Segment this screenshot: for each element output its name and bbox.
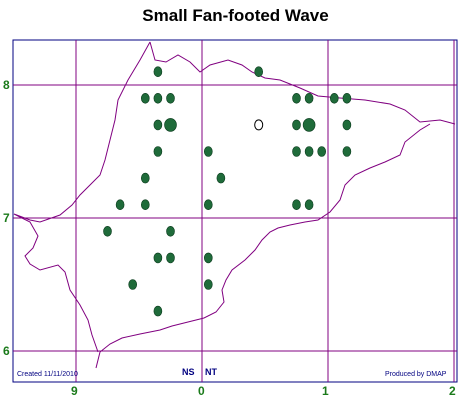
y-axis-label: 7 [3,211,10,225]
record-dot [204,146,213,157]
y-axis-label: 6 [3,344,10,358]
record-dot [153,252,163,264]
record-dot [342,119,352,131]
record-dot [153,93,163,104]
record-dot [153,305,163,317]
record-dot [302,118,316,132]
record-dot [342,93,352,104]
record-dot [329,93,339,104]
record-dot [166,93,175,104]
x-axis-label: 2 [449,384,456,398]
record-dot [153,66,163,77]
y-axis-label: 8 [3,78,10,92]
coastline [13,41,456,369]
record-dot [128,279,137,290]
map-title: Small Fan-footed Wave [142,6,329,25]
record-dot [164,118,177,132]
record-dot [342,146,352,157]
record-dot [317,146,327,157]
record-dot [115,199,125,210]
record-dot [216,172,226,184]
record-dot [103,226,112,237]
boundary-label-ns: NS [182,367,195,377]
record-dot [153,119,163,131]
map-frame [12,39,458,383]
record-dot [141,199,150,210]
record-dot [292,93,301,104]
record-dot [204,279,213,290]
record-dot [292,119,301,131]
record-dot [304,146,314,157]
record-dot [304,199,314,210]
outlier-dot [254,119,264,131]
boundary-label-nt: NT [205,367,217,377]
x-axis-label: 1 [322,384,329,398]
record-dot [304,93,314,104]
producer-credit: Produced by DMAP [385,371,447,378]
created-date: Created 11/11/2010 [17,371,78,378]
record-dot [204,252,213,264]
record-dot [141,172,150,184]
record-dot [254,66,264,77]
record-dot [292,199,301,210]
record-dot [141,93,150,104]
record-dots [103,66,352,317]
x-axis-label: 9 [71,384,78,398]
x-axis-label: 0 [198,384,205,398]
record-dot [204,199,213,210]
record-dot [292,146,301,157]
record-dot [166,252,175,264]
record-dot [153,146,163,157]
record-dot [166,226,175,237]
